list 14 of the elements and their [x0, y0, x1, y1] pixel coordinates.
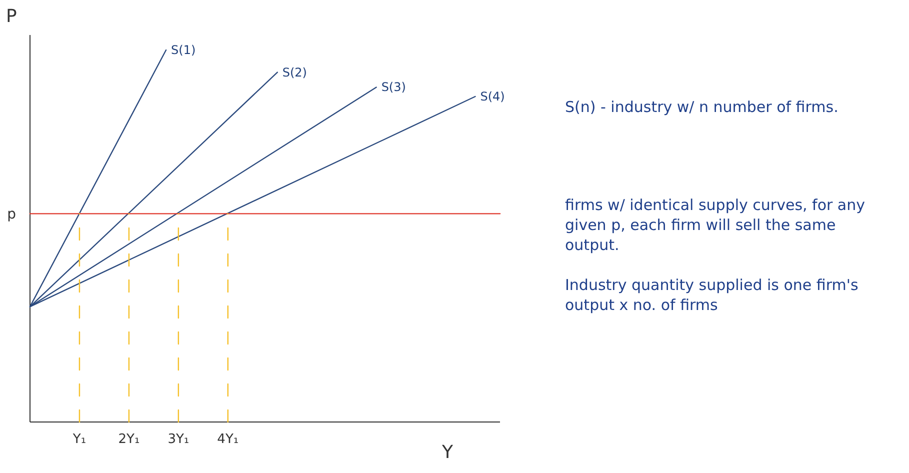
x-tick-label: 3Y₁: [168, 432, 190, 448]
series-label: S(4): [480, 90, 505, 104]
text: Industry quantity supplied is one firm's output x no. of firms: [565, 276, 859, 314]
x-tick-label: 2Y₁: [118, 432, 140, 448]
x-tick-label: Y₁: [72, 432, 86, 448]
series-label: S(3): [381, 80, 406, 94]
x-axis-title: Y: [441, 442, 454, 463]
series-label: S(1): [171, 43, 196, 57]
annotation: p: [7, 206, 16, 223]
y-axis-title: P: [6, 6, 17, 27]
text: S(n) - industry w/ n number of firms.: [565, 98, 838, 116]
series-label: S(2): [282, 65, 307, 80]
text: firms w/ identical supply curves, for any given p, each firm will sell the same output.: [565, 196, 866, 254]
x-tick-label: 4Y₁: [217, 432, 239, 448]
